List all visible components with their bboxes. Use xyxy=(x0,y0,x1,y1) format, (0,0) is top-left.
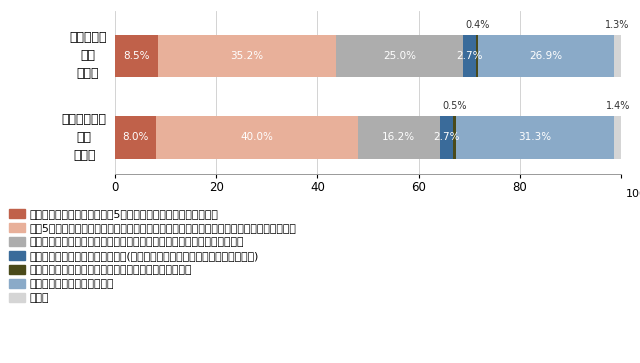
Bar xyxy=(614,34,621,77)
Text: 8.5%: 8.5% xyxy=(124,51,150,61)
Text: 1.4%: 1.4% xyxy=(605,101,630,111)
Bar xyxy=(463,34,476,77)
Bar xyxy=(358,116,440,159)
Text: 8.0%: 8.0% xyxy=(122,132,148,143)
Text: 2.7%: 2.7% xyxy=(433,132,460,143)
Text: 31.3%: 31.3% xyxy=(518,132,552,143)
Bar xyxy=(456,116,614,159)
Bar xyxy=(115,34,158,77)
Bar xyxy=(115,116,156,159)
Bar xyxy=(454,116,456,159)
Legend: 有期契約が更新を含めて通算5年を超えないように運用していく, 通算5年を超える有期契約労働者から、申込みがなされた段階で無期契約に切り換えていく, 有期契約労働: 有期契約が更新を含めて通算5年を超えないように運用していく, 通算5年を超える有… xyxy=(10,209,297,303)
Text: 2.7%: 2.7% xyxy=(456,51,483,61)
Text: 1.3%: 1.3% xyxy=(605,20,630,30)
Bar xyxy=(156,116,358,159)
Text: 25.0%: 25.0% xyxy=(383,51,416,61)
Text: 35.2%: 35.2% xyxy=(230,51,264,61)
Text: 26.9%: 26.9% xyxy=(530,51,563,61)
Bar xyxy=(158,34,336,77)
Text: 16.2%: 16.2% xyxy=(382,132,415,143)
Bar xyxy=(476,34,478,77)
Text: 0.5%: 0.5% xyxy=(442,101,467,111)
Bar xyxy=(478,34,614,77)
Text: 0.4%: 0.4% xyxy=(465,20,490,30)
Bar xyxy=(614,116,621,159)
Bar xyxy=(440,116,454,159)
Bar xyxy=(336,34,463,77)
Text: 100(%): 100(%) xyxy=(626,188,640,198)
Text: 40.0%: 40.0% xyxy=(241,132,273,143)
